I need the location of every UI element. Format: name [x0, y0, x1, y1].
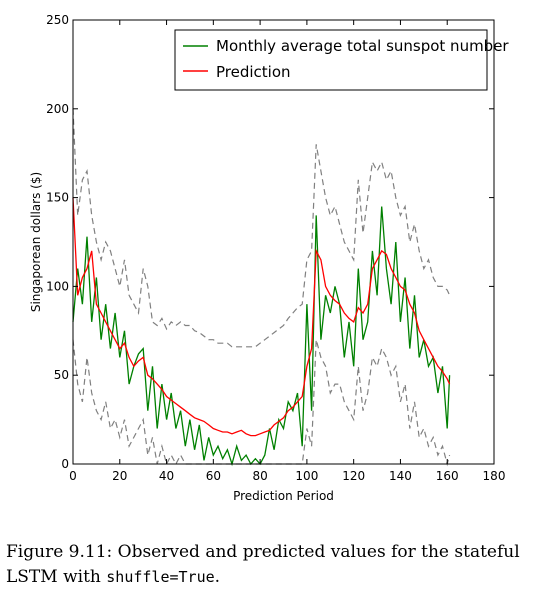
x-tick-label: 40 [159, 469, 174, 483]
y-tick-label: 100 [46, 279, 69, 293]
figure-caption: Figure 9.11: Observed and predicted valu… [6, 540, 552, 590]
x-tick-label: 80 [252, 469, 267, 483]
plot-area [73, 109, 450, 464]
x-axis-label: Prediction Period [233, 489, 334, 503]
y-tick-label: 50 [54, 368, 69, 382]
y-tick-label: 200 [46, 102, 69, 116]
x-tick-label: 100 [295, 469, 318, 483]
series-line-observed [73, 207, 450, 465]
caption-text: Figure 9.11: Observed and predicted valu… [6, 542, 520, 587]
legend-label-observed: Monthly average total sunspot number [216, 37, 509, 55]
y-tick-label: 150 [46, 191, 69, 205]
y-tick-label: 250 [46, 13, 69, 27]
x-tick-label: 20 [112, 469, 127, 483]
y-tick-label: 0 [61, 457, 69, 471]
legend: Monthly average total sunspot number Pre… [175, 30, 509, 90]
x-tick-label: 0 [69, 469, 77, 483]
legend-label-prediction: Prediction [216, 63, 291, 81]
x-tick-label: 140 [389, 469, 412, 483]
x-tick-label: 180 [483, 469, 506, 483]
caption-code: shuffle=True [106, 568, 214, 586]
caption-suffix: . [215, 567, 220, 587]
x-tick-label: 120 [342, 469, 365, 483]
x-tick-label: 160 [436, 469, 459, 483]
x-tick-label: 60 [206, 469, 221, 483]
chart: 0 20 40 60 80 100 120 140 160 180050100150200250 … [0, 0, 554, 530]
series-line-prediction [73, 198, 450, 436]
confidence-bound-upper [73, 109, 450, 347]
y-axis-label: Singaporean dollars ($) [29, 172, 43, 312]
